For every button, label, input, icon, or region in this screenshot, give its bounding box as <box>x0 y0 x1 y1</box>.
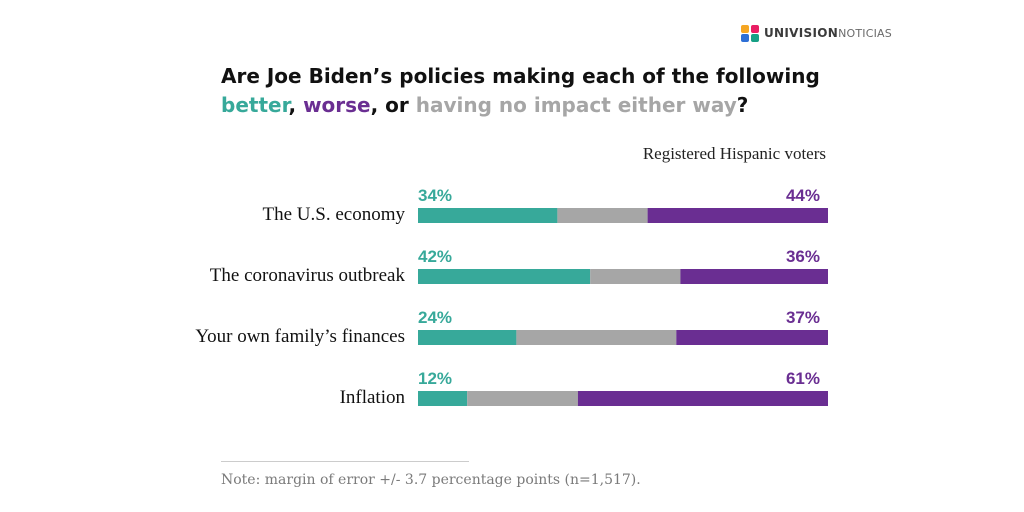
bar-segment-worse <box>577 391 828 406</box>
data-label-worse: 44% <box>786 186 820 205</box>
logo-square-2 <box>751 25 759 33</box>
footnote: Note: margin of error +/- 3.7 percentage… <box>221 472 641 488</box>
bar-segment-better <box>418 208 558 223</box>
category-label: The U.S. economy <box>263 204 406 225</box>
data-label-better: 24% <box>418 308 452 327</box>
category-label: Your own family’s finances <box>195 326 405 347</box>
bar-segment-no-impact <box>516 330 677 345</box>
title-line1: Are Joe Biden’s policies making each of … <box>221 64 820 88</box>
title-sep1: , <box>288 93 304 117</box>
univision-logo-icon <box>741 25 759 42</box>
bar-segment-no-impact <box>467 391 578 406</box>
bar-segment-better <box>418 330 517 345</box>
title-end: ? <box>736 93 749 117</box>
title-sep2: , or <box>370 93 416 117</box>
logo-brand: UNIVISION <box>764 26 839 40</box>
bar-segment-better <box>418 269 591 284</box>
category-label: Inflation <box>340 387 406 408</box>
category-label: The coronavirus outbreak <box>210 265 406 286</box>
bar-segment-worse <box>680 269 828 284</box>
chart-subtitle: Registered Hispanic voters <box>642 144 826 163</box>
title-better: better <box>221 93 289 117</box>
data-label-better: 42% <box>418 247 452 266</box>
bar-segment-no-impact <box>557 208 648 223</box>
data-label-better: 12% <box>418 369 452 388</box>
title-no-impact: having no impact either way <box>415 93 737 117</box>
logo-square-3 <box>741 34 749 42</box>
univision-noticias-logo: UNIVISION NOTICIAS <box>740 22 892 44</box>
data-label-better: 34% <box>418 186 452 205</box>
bar-segment-better <box>418 391 468 406</box>
logo-square-1 <box>741 25 749 33</box>
bar-segment-worse <box>676 330 828 345</box>
data-label-worse: 37% <box>786 308 820 327</box>
note-divider <box>221 461 469 462</box>
logo-sub: NOTICIAS <box>838 26 892 40</box>
chart-title: Are Joe Biden’s policies making each of … <box>221 62 921 120</box>
logo-square-4 <box>751 34 759 42</box>
bar-segment-no-impact <box>590 269 681 284</box>
data-label-worse: 61% <box>786 369 820 388</box>
data-label-worse: 36% <box>786 247 820 266</box>
bar-segment-worse <box>647 208 828 223</box>
title-worse: worse <box>303 93 371 117</box>
